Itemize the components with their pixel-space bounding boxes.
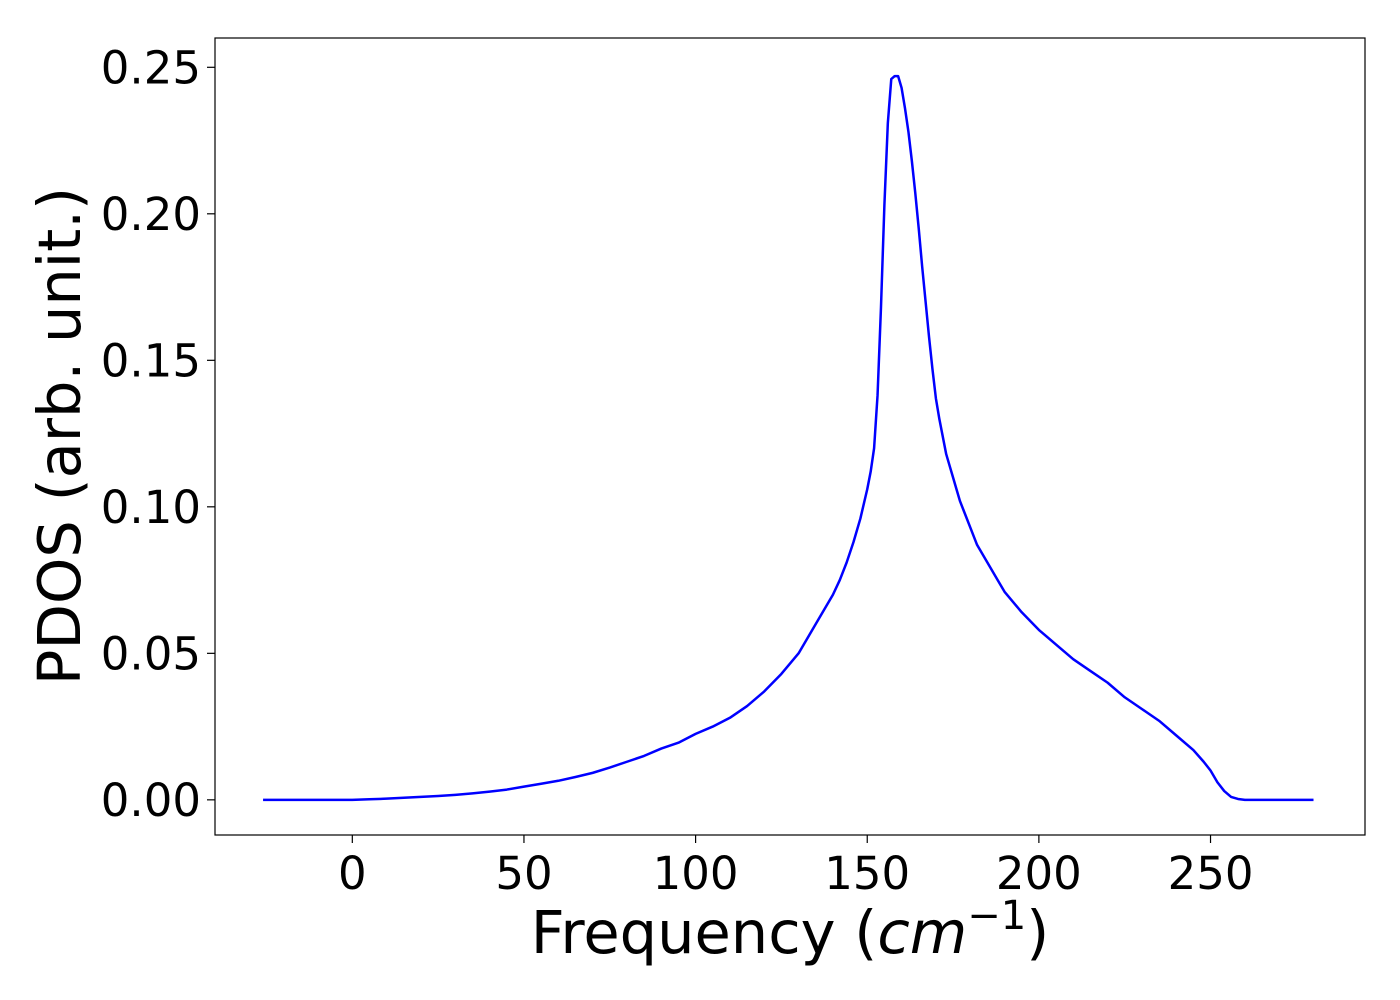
y-axis-label: PDOS (arb. unit.) [25, 187, 94, 685]
pdos-series-line [263, 74, 1314, 802]
y-tick-label: 0.15 [101, 334, 201, 387]
x-axis-label: Frequency (cm−1) [531, 893, 1050, 967]
x-tick-label: 100 [653, 847, 739, 900]
y-tick-label: 0.00 [101, 774, 201, 827]
y-tick-label: 0.25 [101, 41, 201, 94]
x-tick-label: 0 [338, 847, 367, 900]
x-tick-label: 150 [824, 847, 910, 900]
x-axis-ticks: 0 50 100 150 200 250 [338, 835, 1253, 900]
x-tick-label: 200 [996, 847, 1082, 900]
x-tick-label: 250 [1168, 847, 1254, 900]
y-axis-ticks: 0.00 0.05 0.10 0.15 0.20 0.25 [101, 41, 215, 827]
x-axis-label-suffix: ) [1026, 898, 1049, 967]
y-tick-label: 0.05 [101, 627, 201, 680]
plot-frame [214, 37, 1366, 836]
y-tick-label: 0.10 [101, 481, 201, 534]
y-tick-label: 0.20 [101, 188, 201, 241]
x-axis-label-prefix: Frequency ( [531, 898, 878, 967]
x-axis-label-unit: cm [877, 898, 967, 967]
x-axis-label-exponent: −1 [967, 893, 1026, 939]
x-tick-label: 50 [495, 847, 552, 900]
